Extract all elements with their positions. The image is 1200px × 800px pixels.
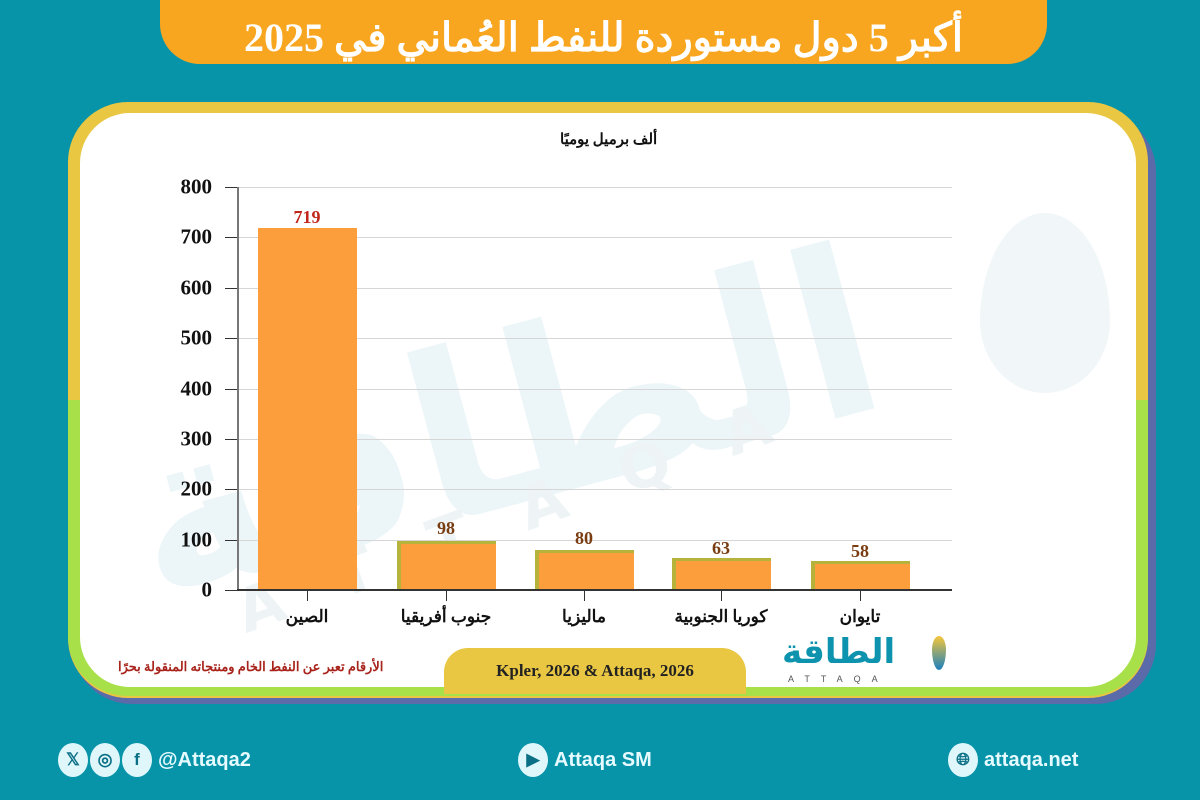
logo-arabic: الطاقة (782, 632, 896, 672)
gridline (237, 439, 952, 440)
youtube-channel[interactable]: Attaqa SM (554, 748, 652, 771)
gridline (237, 288, 952, 289)
instagram-icon[interactable]: ◎ (90, 743, 120, 777)
y-tick-label: 400 (180, 376, 213, 401)
y-tick (225, 237, 237, 238)
x-tick (860, 591, 861, 601)
source-label: Kpler, 2026 & Attaqa, 2026 (444, 648, 746, 694)
gridline (237, 489, 952, 490)
bar-value-label: 58 (851, 541, 869, 561)
y-tick (225, 590, 237, 591)
footer-social[interactable]: 𝕏 ◎ f @Attaqa2 (58, 743, 251, 777)
y-tick-label: 200 (180, 476, 213, 501)
x-axis (237, 589, 952, 591)
y-tick-label: 800 (180, 174, 213, 199)
x-tick (307, 591, 308, 601)
y-axis-unit-label: ألف برميل يوميًا (560, 132, 658, 148)
globe-icon[interactable]: 🌐︎ (948, 743, 978, 777)
bar-china (258, 228, 357, 590)
x-tick (446, 591, 447, 601)
bar-malaysia (535, 550, 634, 590)
x-icon[interactable]: 𝕏 (58, 743, 88, 777)
attaqa-logo: الطاقة ATTAQA (782, 632, 952, 690)
y-tick (225, 288, 237, 289)
y-tick (225, 540, 237, 541)
x-tick (584, 591, 585, 601)
watermark-drop-icon (980, 213, 1110, 393)
logo-latin: ATTAQA (788, 674, 889, 684)
gridline (237, 187, 952, 188)
chart-card: الطاقة ATTAQA (80, 113, 1136, 687)
plot-area: 800 700 600 500 400 300 200 100 0 719 98… (181, 175, 952, 626)
facebook-icon[interactable]: f (122, 743, 152, 777)
x-category-label: جنوب أفريقيا (400, 607, 492, 626)
x-category-label: تايوان (839, 607, 881, 626)
y-tick-label: 100 (180, 527, 213, 552)
gridline (237, 338, 952, 339)
x-category-label: ماليزيا (562, 607, 606, 626)
footnote: الأرقام تعبر عن النفط الخام ومنتجاته الم… (118, 659, 384, 674)
y-tick (225, 489, 237, 490)
gridline (237, 540, 952, 541)
bar-south-korea (672, 558, 771, 590)
gridline (237, 237, 952, 238)
y-tick (225, 338, 237, 339)
youtube-icon[interactable]: ▶ (518, 743, 548, 777)
y-tick (225, 187, 237, 188)
y-tick-label: 0 (201, 577, 213, 602)
bar-taiwan (811, 561, 910, 590)
y-tick (225, 389, 237, 390)
x-category-label: الصين (285, 607, 329, 626)
y-tick (225, 439, 237, 440)
bar-south-africa (397, 541, 496, 590)
y-tick-label: 500 (180, 325, 213, 350)
gridline (237, 389, 952, 390)
y-tick-label: 300 (180, 426, 213, 451)
footer-youtube[interactable]: ▶ Attaqa SM (518, 743, 652, 777)
title-banner: أكبر 5 دول مستوردة للنفط العُماني في 202… (160, 0, 1047, 64)
logo-drop-icon (932, 636, 946, 670)
y-tick-label: 600 (180, 275, 213, 300)
bar-value-label: 80 (575, 528, 593, 548)
x-category-label: كوريا الجنوبية (674, 607, 768, 626)
bar-value-label: 98 (437, 518, 455, 538)
bar-value-label: 63 (712, 538, 730, 558)
chart-title: أكبر 5 دول مستوردة للنفط العُماني في 202… (244, 15, 963, 60)
x-tick (721, 591, 722, 601)
y-axis (237, 187, 239, 590)
y-tick-label: 700 (180, 224, 213, 249)
bar-value-label: 719 (293, 207, 321, 227)
website-link[interactable]: attaqa.net (984, 748, 1079, 771)
footer-website[interactable]: 🌐︎ attaqa.net (948, 743, 1078, 777)
social-handle[interactable]: @Attaqa2 (158, 748, 251, 771)
